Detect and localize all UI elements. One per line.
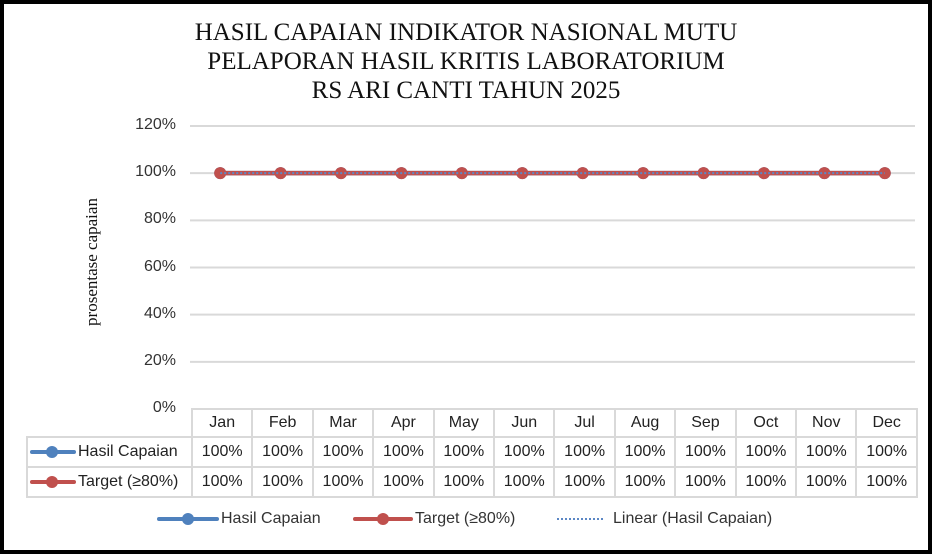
data-point-marker [637, 167, 650, 180]
table-cell-value: 100% [553, 466, 616, 498]
table-cell-value: 100% [493, 436, 556, 468]
table-header-month: Jun [493, 408, 556, 438]
table-series-name: Hasil Capaian [78, 443, 178, 460]
table-row: Hasil Capaian 100% 100% 100% 100% 100% 100% 100… [26, 436, 918, 468]
table-cell-value: 100% [734, 466, 798, 498]
table-cell-value: 100% [251, 466, 314, 498]
y-tick-label: 20% [143, 351, 176, 369]
data-point-marker [757, 167, 770, 180]
table-header-month: May [432, 408, 496, 438]
legend-item-linear-trendline[interactable]: Linear (Hasil Capaian) [557, 510, 772, 528]
series-key-icon [30, 445, 76, 459]
table-header-month: Feb [251, 408, 314, 438]
table-cell-value: 100% [553, 436, 616, 468]
table-cell-value: 100% [674, 436, 737, 468]
data-point-marker [697, 167, 710, 180]
table-series-key: Hasil Capaian [26, 436, 193, 468]
table-cell-value: 100% [734, 436, 798, 468]
table-cell-value: 100% [855, 436, 918, 468]
legend-key-red-line-icon [353, 512, 413, 526]
legend-key-dotted-line-icon [557, 518, 603, 520]
table-cell-value: 100% [432, 436, 496, 468]
title-line-1: HASIL CAPAIAN INDIKATOR NASIONAL MUTU [194, 19, 738, 46]
table-header-month: Mar [311, 408, 375, 438]
table-cell-value: 100% [493, 466, 556, 498]
table-cell-value: 100% [372, 436, 435, 468]
table-cell-value: 100% [311, 436, 375, 468]
table-header-month: Apr [372, 408, 435, 438]
table-row: Target (≥80%) 100% 100% 100% 100% 100% 100% 100… [26, 466, 918, 498]
title-line-3: RS ARI CANTI TAHUN 2025 [311, 77, 621, 104]
table-cell-value: 100% [432, 466, 496, 498]
table-cell-value: 100% [190, 466, 254, 498]
table-cell-value: 100% [251, 436, 314, 468]
legend: Hasil Capaian Target (≥80%) Linear (Hasi… [0, 510, 932, 532]
table-cell-value: 100% [190, 436, 254, 468]
table-cell-value: 100% [795, 466, 858, 498]
table-header-month: Nov [795, 408, 858, 438]
table-cell-value: 100% [855, 466, 918, 498]
table-header-month: Oct [734, 408, 798, 438]
table-header-month: Sep [674, 408, 737, 438]
legend-item-hasil-capaian[interactable]: Hasil Capaian [157, 510, 321, 528]
table-corner [27, 409, 192, 437]
y-tick-label: 0% [152, 399, 176, 416]
data-point-marker [576, 167, 589, 180]
table-header-month: Jan [190, 408, 254, 438]
data-table: Jan Feb Mar Apr May Jun Jul Aug Sep Oct Nov Dec Hasi… [26, 408, 918, 498]
title-line-2: PELAPORAN HASIL KRITIS LABORATORIUM [207, 48, 725, 75]
legend-key-blue-line-icon [157, 512, 219, 526]
table-header-month: Jul [553, 408, 616, 438]
table-cell-value: 100% [311, 466, 375, 498]
table-series-key: Target (≥80%) [26, 466, 193, 498]
y-tick-label: 40% [143, 304, 176, 322]
table-cell-value: 100% [372, 466, 435, 498]
chart-title: HASIL CAPAIAN INDIKATOR NASIONAL MUTU PE… [0, 18, 932, 105]
data-point-marker [516, 167, 529, 180]
table-header-month: Dec [855, 408, 918, 438]
table-cell-value: 100% [674, 466, 737, 498]
table-cell-value: 100% [613, 466, 677, 498]
y-tick-label: 100% [135, 163, 176, 181]
table-series-name: Target (≥80%) [78, 473, 179, 490]
legend-item-target[interactable]: Target (≥80%) [353, 510, 515, 528]
y-tick-label: 120% [135, 116, 176, 133]
table-cell-value: 100% [795, 436, 858, 468]
y-tick-label: 60% [143, 257, 176, 275]
table-cell-value: 100% [613, 436, 677, 468]
y-tick-label: 80% [143, 210, 176, 228]
table-header-month: Aug [613, 408, 677, 438]
series-key-icon [30, 475, 76, 489]
